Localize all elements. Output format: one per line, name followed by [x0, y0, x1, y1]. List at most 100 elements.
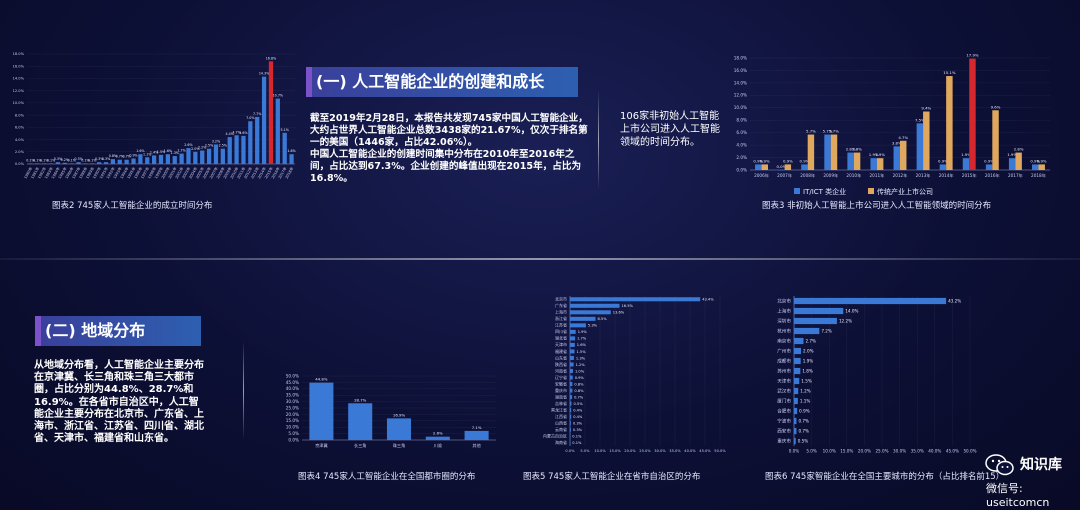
data-label: 0.7% — [574, 395, 584, 399]
y-tick-label: 16.0% — [734, 68, 747, 73]
bar — [570, 349, 575, 354]
y-tick-label: 南京市 — [777, 338, 791, 345]
y-tick-label: 海南省 — [555, 439, 567, 445]
x-tick-label: 1986年 — [64, 166, 75, 180]
data-label: 1.9% — [961, 152, 971, 157]
bar — [916, 123, 924, 170]
x-tick-label: 1992年 — [105, 166, 116, 180]
bar — [923, 111, 930, 170]
bar — [794, 417, 797, 425]
y-tick-label: 北京市 — [777, 298, 791, 305]
data-label: 1.7% — [577, 337, 587, 341]
legend-swatch — [794, 188, 800, 194]
x-tick-label: 2013年 — [249, 166, 260, 180]
data-label: 0.1% — [67, 158, 75, 162]
watermark-sub: 微信号: useitcomcn — [986, 482, 1050, 509]
bar — [227, 137, 232, 164]
y-tick-label: 6.0% — [736, 130, 747, 135]
x-tick-label: 1985年 — [57, 166, 68, 180]
y-tick-label: 0.0% — [288, 437, 299, 442]
x-tick-label: 2010年 — [229, 166, 240, 180]
x-tick-label: 2007年 — [208, 166, 219, 180]
bar — [794, 377, 800, 385]
x-tick-label: 1998年 — [146, 166, 157, 180]
x-tick-label: 45.0% — [946, 449, 959, 454]
x-tick-label: 2016年 — [985, 172, 1000, 179]
data-label: 0.1% — [33, 158, 41, 162]
data-label: 5.1% — [280, 128, 288, 132]
bar — [784, 164, 792, 170]
x-tick-label: 1983年 — [43, 166, 54, 180]
data-label: 2.8% — [846, 147, 856, 152]
bar — [241, 135, 246, 164]
bar — [992, 110, 999, 170]
divider-vertical-top — [598, 90, 599, 190]
bar — [755, 164, 762, 170]
bar — [570, 434, 571, 439]
y-tick-label: 0.0% — [736, 167, 747, 172]
bar — [853, 152, 861, 170]
bar — [97, 162, 102, 164]
section-1-paragraph-1: 截至2019年2月28日，本报告共发现745家中国人工智能企业，大约占世界人工智… — [310, 113, 588, 148]
bar — [103, 162, 109, 164]
y-tick-label: 成都市 — [777, 358, 791, 365]
y-tick-label: 4.0% — [736, 143, 747, 148]
x-tick-label: 35.0% — [669, 449, 681, 453]
x-tick-label: 2012年 — [893, 172, 908, 179]
x-tick-label: 2014年 — [256, 166, 267, 180]
data-label: 7.7% — [253, 112, 261, 116]
x-tick-label: 40.0% — [928, 449, 941, 454]
bar — [35, 163, 40, 164]
bar — [55, 162, 61, 164]
bar — [939, 164, 947, 170]
bar — [801, 164, 808, 170]
data-label: 1.1% — [800, 399, 811, 404]
data-label: 1.9% — [578, 330, 588, 334]
bar — [386, 418, 412, 440]
data-label: 1.5% — [577, 350, 587, 354]
y-tick-label: 18.0% — [13, 52, 25, 56]
bar — [794, 327, 820, 335]
x-tick-label: 30.0% — [893, 449, 906, 454]
x-tick-label: 2009年 — [222, 166, 233, 180]
data-label: 0.1% — [81, 158, 89, 162]
y-tick-label: 内蒙古自治区 — [543, 433, 567, 439]
data-label: 4.4% — [226, 132, 234, 136]
bar — [464, 430, 489, 440]
chart-city-distribution: 0.0% 5.0% 10.0% 15.0% 20.0% 25.0% 30.0% 35.0% 40… — [777, 296, 977, 454]
chart-province-distribution: 0.0% 5.0% 10.0% 15.0% 20.0% 25.0% 30.0% 35.0% 40… — [543, 296, 726, 453]
y-tick-label: 辽宁省 — [555, 374, 567, 380]
bar — [1038, 164, 1045, 170]
y-tick-label: 2.0% — [15, 150, 25, 154]
x-tick-label: 2000年 — [160, 166, 171, 180]
data-label: 1.6% — [287, 149, 295, 153]
y-tick-label: 山西省 — [555, 420, 567, 426]
y-tick-label: 吉林省 — [555, 400, 567, 406]
data-label: 5.7% — [829, 129, 839, 134]
data-label: 0.5% — [798, 439, 809, 444]
bar — [794, 367, 801, 375]
legend-label: IT/ICT 类企业 — [803, 187, 846, 196]
section-1-title: (一) 人工智能企业的创建和成长 — [316, 72, 545, 91]
section-2-title: (二) 地域分布 — [45, 321, 146, 340]
bar — [570, 440, 571, 445]
data-label: 7.0% — [246, 116, 254, 120]
y-tick-label: 江苏省 — [555, 322, 567, 328]
bar — [289, 154, 294, 164]
chart-6-caption: 图表6 745家智能企业在全国主要城市的分布（占比排名前15） — [765, 472, 1005, 482]
bar — [1032, 164, 1039, 170]
data-label: 3.2% — [212, 139, 220, 143]
data-label: 2.8% — [852, 147, 862, 152]
y-tick-label: 14.0% — [13, 77, 25, 81]
data-label: 5.7% — [823, 129, 833, 134]
bar — [151, 155, 157, 164]
data-label: 1.6% — [164, 149, 172, 153]
x-tick-label: 京津冀 — [315, 442, 328, 449]
bar — [946, 76, 953, 170]
data-label: 0.9% — [129, 154, 137, 158]
x-tick-label: 2008年 — [215, 166, 226, 180]
x-tick-label: 2015年 — [263, 166, 274, 180]
bar — [158, 154, 164, 164]
data-label: 1.3% — [576, 356, 586, 360]
bar — [794, 317, 837, 325]
